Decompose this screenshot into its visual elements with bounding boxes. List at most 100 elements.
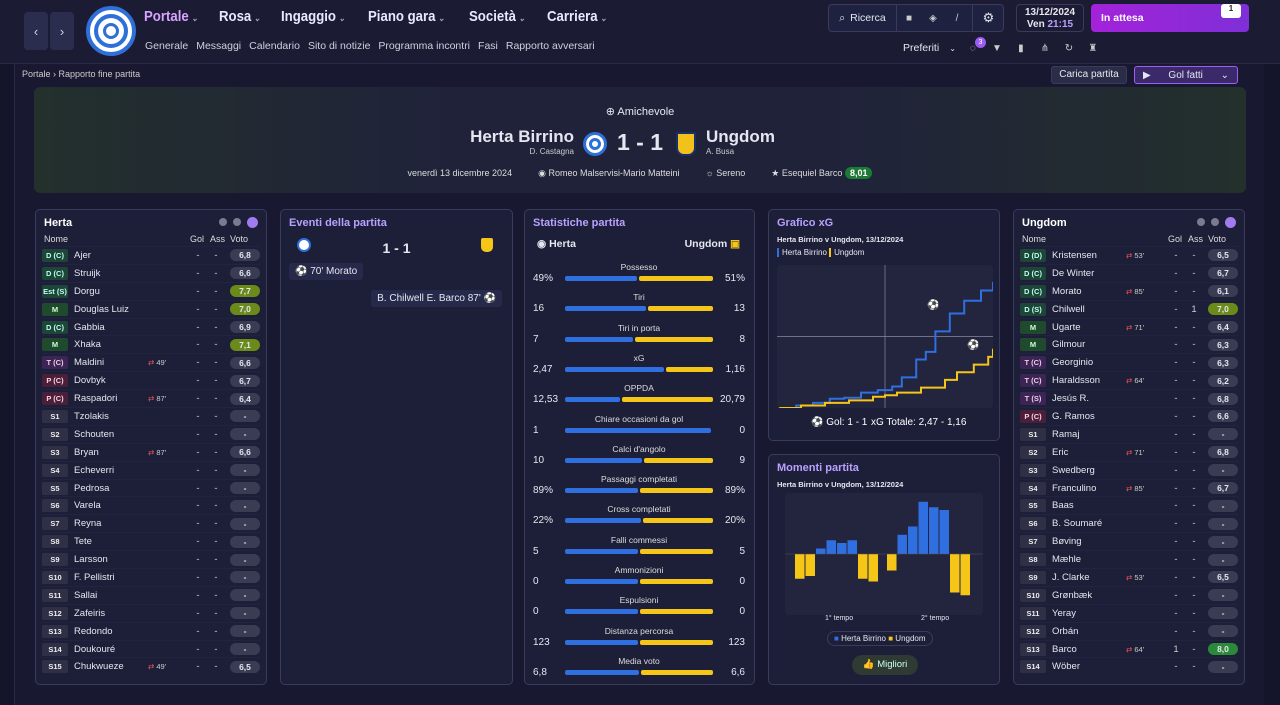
player-row[interactable]: S13 Barco ⇄ 64' 1 -8,0	[1020, 639, 1238, 658]
menu-rosa[interactable]: Rosa ⌄	[219, 8, 261, 25]
player-name[interactable]: Tzolakis	[74, 410, 109, 422]
player-name[interactable]: Barco	[1052, 643, 1077, 655]
player-row[interactable]: S12 Orbán - - -	[1020, 621, 1238, 640]
back-button[interactable]: ‹	[24, 12, 48, 50]
chat-icon[interactable]: ◌ 3	[966, 36, 986, 54]
player-name[interactable]: Redondo	[74, 625, 113, 637]
player-name[interactable]: Varela	[74, 500, 101, 512]
home-team[interactable]: Herta Birrino D. Castagna	[470, 127, 574, 156]
event-item[interactable]: B. Chilwell E. Barco 87' ⚽	[371, 290, 502, 307]
menu-societa[interactable]: Società ⌄	[468, 8, 526, 25]
player-name[interactable]: Douglas Luiz	[74, 303, 129, 315]
player-name[interactable]: Eric	[1052, 446, 1069, 458]
player-name[interactable]: Kristensen	[1052, 249, 1097, 261]
player-row[interactable]: S11 Yeray - - -	[1020, 603, 1238, 622]
player-row[interactable]: S15 Chukwueze ⇄ 49' - -6,5	[42, 657, 260, 675]
player-row[interactable]: T (C) Maldini ⇄ 49' - -6,6	[42, 353, 260, 371]
player-name[interactable]: Struijk	[74, 267, 101, 279]
submenu-sito-notizie[interactable]: Sito di notizie	[307, 40, 371, 52]
menu-piano-gara[interactable]: Piano gara ⌄	[367, 8, 445, 25]
player-row[interactable]: T (C) Haraldsson ⇄ 64' - -6,2	[1020, 371, 1238, 389]
player-name[interactable]: Zafeiris	[74, 607, 106, 619]
menu-portale[interactable]: Portale ⌄	[144, 8, 199, 25]
player-name[interactable]: Dovbyk	[74, 375, 106, 387]
player-row[interactable]: S6 B. Soumaré - - -	[1020, 514, 1238, 532]
player-row[interactable]: S8 Tete - - -	[42, 532, 260, 550]
player-row[interactable]: M Douglas Luiz - -7,0	[42, 299, 260, 318]
player-name[interactable]: F. Pellistri	[74, 571, 115, 583]
player-row[interactable]: S14 Wöber - - -	[1020, 657, 1238, 675]
player-row[interactable]: D (S) Chilwell - 1 7,0	[1020, 299, 1238, 318]
player-name[interactable]: Larsson	[74, 554, 108, 566]
player-row[interactable]: T (C) Georginio - -6,3	[1020, 353, 1238, 371]
player-row[interactable]: S14 Doukouré - - -	[42, 639, 260, 658]
player-row[interactable]: S7 Bøving - - -	[1020, 532, 1238, 550]
pen-icon[interactable]: /	[955, 12, 959, 24]
player-row[interactable]: S13 Redondo - - -	[42, 621, 260, 640]
player-row[interactable]: S5 Baas - - -	[1020, 496, 1238, 514]
player-row[interactable]: S9 J. Clarke ⇄ 53' - -6,5	[1020, 568, 1238, 586]
player-row[interactable]: S4 Franculino ⇄ 85' - -6,7	[1020, 478, 1238, 497]
player-name[interactable]: Jesús R.	[1052, 393, 1089, 405]
card-icon[interactable]: ▮	[1018, 42, 1024, 54]
player-row[interactable]: S7 Reyna - - -	[42, 514, 260, 532]
player-name[interactable]: Mæhle	[1052, 554, 1082, 566]
panel-view-toggle[interactable]	[1197, 217, 1236, 228]
player-name[interactable]: Gilmour	[1052, 339, 1086, 351]
player-name[interactable]: Haraldsson	[1052, 375, 1101, 387]
player-name[interactable]: Maldini	[74, 357, 105, 369]
player-name[interactable]: Orbán	[1052, 625, 1079, 637]
player-row[interactable]: D (D) Kristensen ⇄ 53' - -6,5	[1020, 246, 1238, 264]
player-name[interactable]: Baas	[1052, 500, 1074, 512]
player-name[interactable]: Ugarte	[1052, 321, 1081, 333]
player-name[interactable]: Grønbæk	[1052, 589, 1093, 601]
player-row[interactable]: P (C) Raspadori ⇄ 87' - -6,4	[42, 389, 260, 407]
submenu-rapporto[interactable]: Rapporto avversari	[505, 40, 595, 52]
player-name[interactable]: Georginio	[1052, 357, 1094, 369]
away-team[interactable]: Ungdom A. Busa	[706, 127, 775, 156]
player-row[interactable]: D (C) Ajer - -6,8	[42, 246, 260, 264]
player-row[interactable]: S1 Ramaj - - -	[1020, 424, 1238, 443]
submenu-programma[interactable]: Programma incontri	[378, 40, 471, 52]
player-name[interactable]: Wöber	[1052, 661, 1080, 673]
player-row[interactable]: S3 Swedberg - - -	[1020, 460, 1238, 479]
goals-dropdown[interactable]: ▶ Gol fatti ⌄	[1134, 66, 1238, 84]
club-logo[interactable]	[86, 6, 136, 56]
player-name[interactable]: Raspadori	[74, 393, 118, 405]
player-name[interactable]: Franculino	[1052, 482, 1097, 494]
shield-icon[interactable]: ◈	[929, 12, 937, 24]
player-name[interactable]: Swedberg	[1052, 464, 1095, 476]
player-row[interactable]: S2 Eric ⇄ 71' - -6,8	[1020, 442, 1238, 461]
player-name[interactable]: Pedrosa	[74, 482, 110, 494]
player-name[interactable]: Chukwueze	[74, 661, 124, 673]
player-row[interactable]: S5 Pedrosa - - -	[42, 478, 260, 497]
menu-ingaggio[interactable]: Ingaggio ⌄	[280, 8, 345, 25]
player-name[interactable]: Schouten	[74, 428, 115, 440]
player-row[interactable]: M Xhaka - -7,1	[42, 335, 260, 353]
player-name[interactable]: J. Clarke	[1052, 571, 1090, 583]
player-name[interactable]: Bryan	[74, 446, 99, 458]
menu-carriera[interactable]: Carriera ⌄	[546, 8, 607, 25]
gear-icon[interactable]: ⚙	[972, 4, 1004, 32]
player-name[interactable]: Yeray	[1052, 607, 1076, 619]
player-row[interactable]: S1 Tzolakis - - -	[42, 407, 260, 425]
player-row[interactable]: P (C) Dovbyk - -6,7	[42, 371, 260, 389]
player-row[interactable]: D (C) Gabbia - -6,9	[42, 317, 260, 336]
refresh-icon[interactable]: ↻	[1064, 42, 1074, 54]
player-row[interactable]: S10 F. Pellistri - - -	[42, 568, 260, 586]
player-name[interactable]: Sallai	[74, 589, 98, 601]
player-name[interactable]: Tete	[74, 536, 92, 548]
player-name[interactable]: Ajer	[74, 249, 91, 261]
player-name[interactable]: Doukouré	[74, 643, 116, 655]
best-moments-button[interactable]: 👍 Migliori	[852, 655, 918, 675]
event-item[interactable]: ⚽ 70' Morato	[289, 263, 364, 280]
submenu-generale[interactable]: Generale	[145, 40, 189, 52]
trophy-icon[interactable]: ♜	[1088, 42, 1098, 54]
continue-button[interactable]: In attesa 1	[1091, 4, 1249, 32]
player-name[interactable]: B. Soumaré	[1052, 518, 1103, 530]
player-name[interactable]: Bøving	[1052, 536, 1082, 548]
player-row[interactable]: S6 Varela - - -	[42, 496, 260, 514]
player-name[interactable]: Ramaj	[1052, 428, 1080, 440]
submenu-calendario[interactable]: Calendario	[249, 40, 300, 52]
player-row[interactable]: D (C) De Winter - -6,7	[1020, 263, 1238, 282]
